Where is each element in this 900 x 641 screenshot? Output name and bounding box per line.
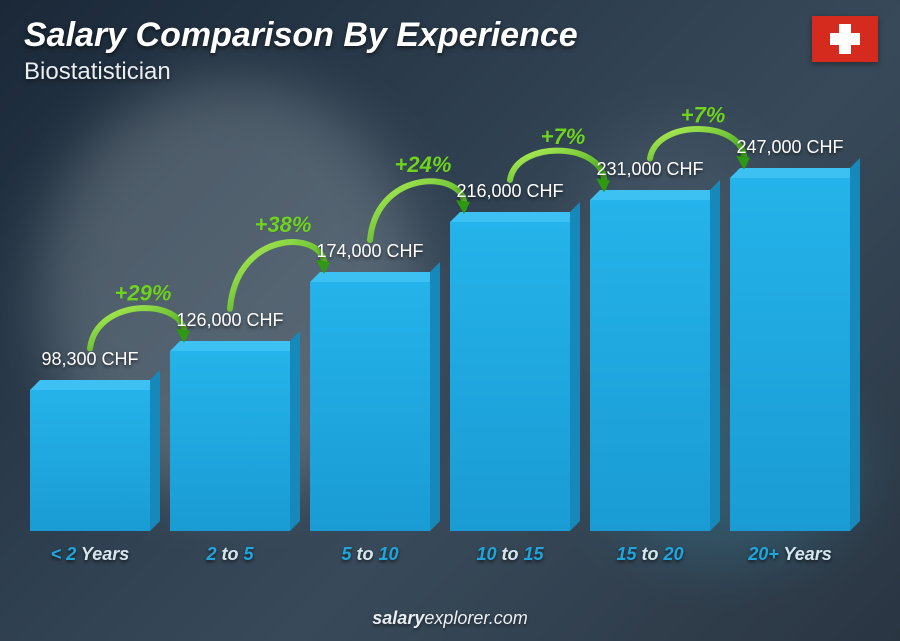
bar-column: 98,300 CHF< 2 Years <box>30 100 150 531</box>
bar <box>730 178 850 531</box>
bar <box>590 200 710 531</box>
bars-container: 98,300 CHF< 2 Years126,000 CHF2 to 5174,… <box>30 100 850 531</box>
chart-subtitle: Biostatistician <box>24 58 171 86</box>
bar <box>450 222 570 531</box>
bar <box>170 351 290 531</box>
bar-column: 216,000 CHF10 to 15 <box>450 100 570 531</box>
bar-value-label: 174,000 CHF <box>316 241 423 262</box>
x-axis-label: 2 to 5 <box>170 544 290 565</box>
bar-value-label: 216,000 CHF <box>456 181 563 202</box>
footer-brand-rest: explorer.com <box>424 608 527 628</box>
footer-brand-bold: salary <box>372 608 424 628</box>
x-axis-label: < 2 Years <box>30 544 150 565</box>
bar <box>30 390 150 531</box>
bar-column: 231,000 CHF15 to 20 <box>590 100 710 531</box>
bar-value-label: 247,000 CHF <box>736 137 843 158</box>
bar-value-label: 126,000 CHF <box>176 310 283 331</box>
bar-column: 126,000 CHF2 to 5 <box>170 100 290 531</box>
bar-column: 174,000 CHF5 to 10 <box>310 100 430 531</box>
footer-brand: salaryexplorer.com <box>0 608 900 629</box>
switzerland-flag-icon <box>812 16 878 62</box>
x-axis-label: 10 to 15 <box>450 544 570 565</box>
bar-value-label: 231,000 CHF <box>596 159 703 180</box>
x-axis-label: 15 to 20 <box>590 544 710 565</box>
x-axis-label: 20+ Years <box>730 544 850 565</box>
bar <box>310 282 430 531</box>
bar-column: 247,000 CHF20+ Years <box>730 100 850 531</box>
chart-title: Salary Comparison By Experience <box>24 16 578 55</box>
infographic-stage: Salary Comparison By Experience Biostati… <box>0 0 900 641</box>
bar-value-label: 98,300 CHF <box>41 349 138 370</box>
x-axis-label: 5 to 10 <box>310 544 430 565</box>
bar-chart: 98,300 CHF< 2 Years126,000 CHF2 to 5174,… <box>30 100 850 571</box>
